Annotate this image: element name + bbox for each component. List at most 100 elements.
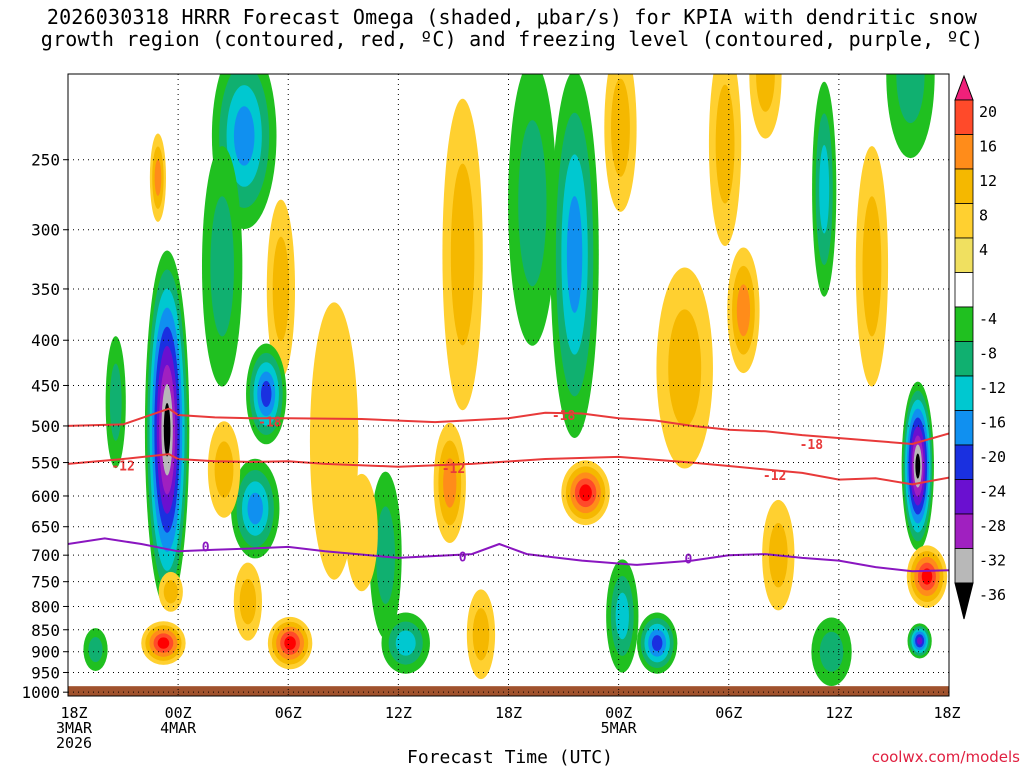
- omega-cell: [141, 621, 186, 665]
- omega-band: [272, 236, 290, 342]
- omega-cell: [550, 74, 599, 438]
- chart-title-line1: 2026030318 HRRR Forecast Omega (shaded, …: [46, 5, 978, 29]
- x-tick-label: 2026: [56, 734, 92, 752]
- x-tick-label: 06Z: [715, 704, 742, 722]
- colorbar-label: 4: [979, 241, 988, 259]
- colorbar-label: 8: [979, 207, 988, 225]
- y-tick-label: 550: [31, 454, 60, 473]
- contour-label: -18: [552, 409, 576, 424]
- omega-band: [862, 196, 882, 337]
- colorbar-label: -28: [979, 517, 1006, 535]
- colorbar-label: -20: [979, 448, 1006, 466]
- contour-lines: -18 -18 -18 -12 -12 -12 0 0 0: [68, 407, 949, 573]
- omega-band: [376, 506, 395, 604]
- omega-cell: [201, 146, 243, 387]
- colorbar-label: -32: [979, 552, 1006, 570]
- omega-cell: [466, 589, 496, 680]
- omega-cell: [144, 250, 190, 610]
- colorbar-label: -16: [979, 414, 1006, 432]
- omega-cell: [811, 617, 852, 686]
- x-tick-label: 18Z: [933, 704, 960, 722]
- omega-cell: [233, 562, 263, 641]
- colorbar-segment: [954, 272, 974, 308]
- omega-cell: [656, 267, 713, 469]
- contour-label: -12: [111, 459, 134, 474]
- colorbar-label: -24: [979, 483, 1006, 501]
- colorbar-label: -4: [979, 310, 997, 328]
- omega-band: [819, 631, 844, 672]
- omega-band: [579, 484, 592, 502]
- omega-cell: [508, 74, 557, 346]
- omega-band: [88, 637, 103, 663]
- omega-band: [214, 441, 234, 498]
- x-tick-label: 12Z: [385, 704, 412, 722]
- omega-cell: [207, 421, 241, 518]
- x-tick-label: 3MAR: [56, 719, 93, 737]
- omega-band: [443, 458, 457, 508]
- omega-band: [345, 473, 378, 592]
- omega-band: [668, 309, 702, 427]
- omega-band: [450, 163, 475, 346]
- omega-band: [472, 608, 490, 661]
- omega-cell: [442, 98, 483, 411]
- contour--12: [68, 453, 949, 486]
- omega-cell: [812, 81, 837, 297]
- y-tick-label: 350: [31, 280, 60, 299]
- omega-cell: [141, 21, 157, 66]
- colorbar-segment: [954, 99, 974, 135]
- omega-cell: [105, 336, 126, 469]
- omega-cell: [267, 616, 313, 670]
- x-axis-title: Forecast Time (UTC): [407, 747, 613, 768]
- omega-cell: [83, 628, 108, 672]
- x-tick-label: 4MAR: [160, 719, 197, 737]
- omega-band: [535, 0, 559, 30]
- credit-link[interactable]: coolwx.com/models: [871, 748, 1020, 766]
- omega-band: [615, 592, 629, 640]
- omega-cell: [604, 74, 637, 212]
- contour-label: 0: [684, 552, 692, 567]
- colorbar-label: 12: [979, 172, 997, 190]
- colorbar-segment: [954, 203, 974, 239]
- x-tick-label: 12Z: [825, 704, 852, 722]
- x-tick-label: 00Z: [605, 704, 632, 722]
- contour-label: -12: [442, 462, 465, 477]
- omega-cell: [309, 302, 359, 580]
- omega-band: [144, 31, 153, 57]
- omega-cell: [149, 133, 167, 222]
- omega-band: [715, 84, 735, 204]
- colorbar-segment: [954, 341, 974, 377]
- contour-label: 0: [459, 550, 467, 565]
- x-tick-label: 18Z: [495, 704, 522, 722]
- omega-band: [915, 453, 921, 479]
- omega-band: [260, 380, 272, 407]
- x-tick-label: 18Z: [60, 704, 87, 722]
- omega-cell: [855, 146, 889, 387]
- omega-band: [540, 1, 554, 22]
- colorbar-bottom-arrow: [954, 582, 974, 620]
- y-tick-label: 600: [31, 487, 60, 506]
- colorbar-segment: [954, 444, 974, 480]
- omega-band: [921, 568, 933, 585]
- x-tick-label: 5MAR: [601, 719, 638, 737]
- omega-band: [247, 492, 263, 525]
- omega-cell: [636, 612, 678, 674]
- y-tick-label: 300: [31, 221, 60, 240]
- omega-band: [109, 363, 122, 441]
- omega-cell: [561, 460, 610, 526]
- omega-band: [233, 106, 255, 166]
- chart-title: 2026030318 HRRR Forecast Omega (shaded, …: [0, 6, 1024, 50]
- contour-label: -18: [258, 415, 282, 430]
- omega-band: [566, 196, 583, 313]
- colorbar-label: 16: [979, 138, 997, 156]
- contour--18: [68, 407, 949, 446]
- omega-cell: [906, 545, 948, 608]
- chart-title-line2: growth region (contoured, red, ºC) and f…: [40, 27, 984, 51]
- omega-band: [141, 21, 157, 66]
- y-tick-label: 400: [31, 331, 60, 350]
- contour-0: [68, 537, 949, 573]
- omega-band: [518, 120, 547, 287]
- colorbar-label: -8: [979, 345, 997, 363]
- colorbar: 20 16 12 8 4 -4 -8 -12 -16 -20 -24 -28 -32 -36: [954, 74, 1006, 620]
- y-tick-label: 850: [31, 621, 60, 640]
- omega-cell: [749, 74, 782, 139]
